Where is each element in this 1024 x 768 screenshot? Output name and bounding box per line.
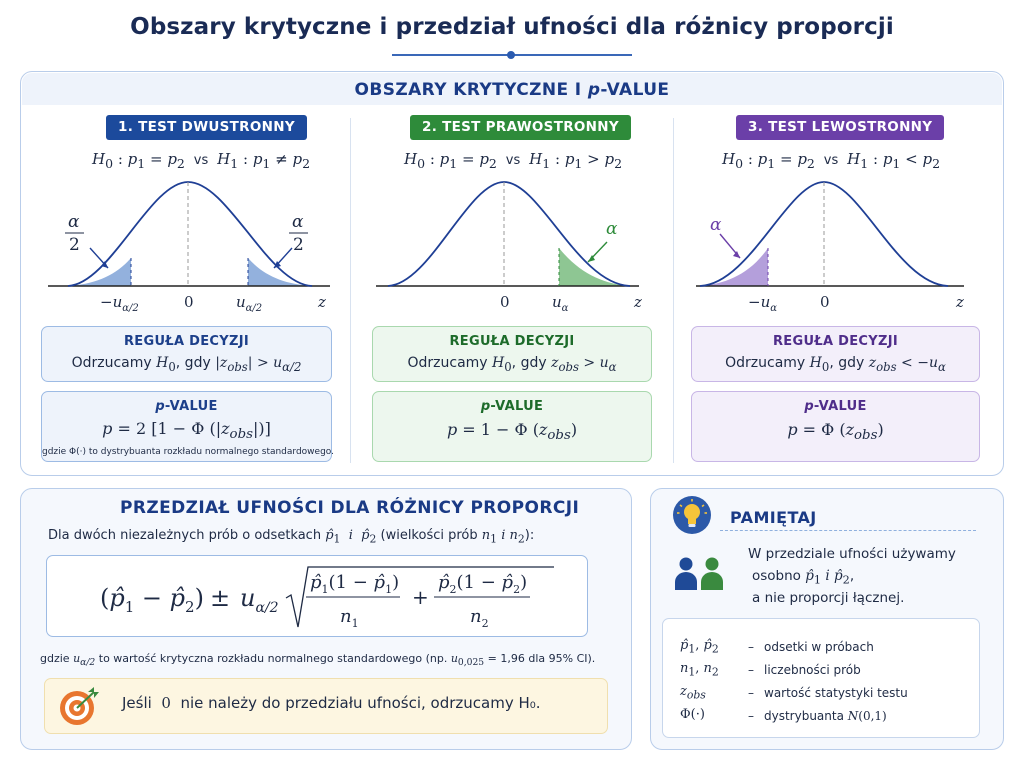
p-value-formula: p = 2 [1 − Φ (|zobs|)]	[102, 419, 271, 443]
normal-curve	[67, 181, 313, 287]
axis-label-z: z	[633, 293, 642, 311]
legend-dash: –	[748, 686, 754, 700]
ci-conclusion-text: Jeśli 0 nie należy do przedziału ufności…	[122, 694, 541, 712]
ci-note: gdzie uα/2 to wartość krytyczna rozkładu…	[40, 652, 596, 669]
hypothesis-two-sided: H0 : p1 = p2 vs H1 : p1 ≠ p2	[92, 150, 311, 171]
badge-two-sided: 1. TEST DWUSTRONNY	[106, 115, 307, 140]
remember-title: PAMIĘTAJ	[730, 508, 817, 527]
axis-label-z: z	[317, 293, 326, 311]
tick-label-left: −uα/2	[100, 293, 139, 314]
ci-formula-diff: (p̂1 − p̂2)	[100, 584, 204, 616]
target-icon	[60, 687, 99, 725]
chart-left-sided: α −uα 0 z	[696, 181, 964, 314]
tail-area-left	[68, 258, 131, 286]
badge-left-sided: 3. TEST LEWOSTRONNY	[736, 115, 945, 140]
svg-text:α: α	[68, 212, 80, 232]
ci-formula-sqrt	[285, 566, 554, 628]
ci-formula-den1: n1	[340, 606, 359, 630]
legend-symbol: Φ(·)	[680, 707, 705, 722]
badge-right-sided: 2. TEST PRAWOSTRONNY	[410, 115, 631, 140]
legend-symbol: n1, n2	[680, 661, 719, 679]
chart-right-sided: α 0 uα z	[376, 181, 642, 314]
decision-rule-text: Odrzucamy H0, gdy |zobs| > uα/2	[71, 355, 302, 374]
legend-description: dystrybuanta N(0,1)	[764, 709, 887, 723]
legend-dash: –	[748, 640, 754, 654]
axis-label-z: z	[955, 293, 964, 311]
title-divider-dot	[507, 51, 515, 59]
remember-divider	[720, 530, 976, 531]
ci-intro: Dla dwóch niezależnych prób o odsetkach …	[48, 528, 535, 546]
legend-symbol: p̂1, p̂2	[680, 638, 719, 656]
p-value-box-right-sided: p-VALUE p = 1 − Φ (zobs)	[372, 391, 652, 462]
critical-regions-title: OBSZARY KRYTYCZNE I p-VALUE	[354, 80, 670, 100]
ci-formula-num2: p̂2(1 − p̂2)	[438, 572, 527, 596]
legend-box	[662, 618, 980, 738]
alpha-half-label-right: α2	[289, 212, 308, 255]
ci-formula-num1: p̂1(1 − p̂1)	[310, 572, 399, 596]
chart-two-sided: α2 α2 −uα/2 0 uα/2 z	[48, 181, 330, 314]
tick-label-right: uα	[552, 293, 569, 314]
legend-dash: –	[748, 663, 754, 677]
legend-dash: –	[748, 709, 754, 723]
tick-label-zero: 0	[500, 293, 510, 311]
page-title: Obszary krytyczne i przedział ufności dl…	[130, 14, 894, 40]
p-value-box-left-sided: p-VALUE p = Φ (zobs)	[691, 391, 980, 462]
ci-formula: (p̂1 − p̂2) ± uα/2 p̂1(1 − p̂1) n1 + p̂2…	[100, 566, 554, 630]
tail-area-right	[248, 258, 312, 286]
normal-curve	[387, 181, 631, 287]
ci-formula-pm: ±	[210, 584, 230, 612]
decision-rule-text: Odrzucamy H0, gdy zobs > uα	[407, 355, 617, 374]
lightbulb-icon	[673, 496, 711, 534]
decision-rule-title: REGUŁA DECYZJI	[773, 334, 898, 349]
decision-rule-title: REGUŁA DECYZJI	[124, 334, 249, 349]
remember-line-3: a nie proporcji łącznej.	[752, 590, 905, 606]
tick-label-zero: 0	[184, 293, 194, 311]
tick-label-zero: 0	[820, 293, 830, 311]
p-value-formula: p = Φ (zobs)	[787, 420, 884, 444]
hypothesis-right-sided: H0 : p1 = p2 vs H1 : p1 > p2	[404, 150, 623, 171]
p-value-formula: p = 1 − Φ (zobs)	[446, 420, 578, 444]
legend-description: liczebności prób	[764, 663, 861, 677]
p-value-title: p-VALUE	[155, 399, 218, 414]
column-divider	[673, 118, 674, 463]
alpha-label: α	[606, 219, 618, 239]
svg-text:α: α	[292, 212, 304, 232]
ci-formula-plus: +	[412, 585, 429, 609]
tick-label-right: uα/2	[236, 293, 262, 314]
alpha-label: α	[710, 215, 722, 235]
ci-formula-den2: n2	[470, 606, 489, 630]
decision-rule-title: REGUŁA DECYZJI	[449, 334, 575, 349]
legend-symbol: zobs	[680, 684, 706, 702]
remember-line-2: osobno p̂1 i p̂2,	[752, 568, 855, 587]
tail-area-right	[559, 248, 630, 286]
ci-conclusion-box	[44, 678, 608, 734]
svg-text:2: 2	[69, 235, 80, 255]
ci-formula-u: uα/2	[240, 584, 279, 616]
column-divider	[350, 118, 351, 463]
p-value-note: gdzie Φ(·) to dystrybuanta rozkładu norm…	[42, 447, 334, 457]
decision-rule-box-right-sided: REGUŁA DECYZJI Odrzucamy H0, gdy zobs > …	[372, 326, 652, 382]
ci-title: PRZEDZIAŁ UFNOŚCI DLA RÓŻNICY PROPORCJI	[120, 498, 580, 518]
people-icon	[675, 557, 723, 590]
p-value-box-two-sided: p-VALUE p = 2 [1 − Φ (|zobs|)] gdzie Φ(·…	[41, 391, 334, 462]
svg-text:2: 2	[293, 235, 304, 255]
legend-description: odsetki w próbach	[764, 640, 874, 654]
critical-regions-header-band	[22, 73, 1002, 105]
ci-formula-box	[46, 555, 588, 637]
decision-rule-box-left-sided: REGUŁA DECYZJI Odrzucamy H0, gdy zobs < …	[691, 326, 980, 382]
tail-area-left	[700, 248, 768, 286]
decision-rule-text: Odrzucamy H0, gdy zobs < −uα	[725, 355, 946, 374]
legend-description: wartość statystyki testu	[764, 686, 908, 700]
p-value-title: p-VALUE	[804, 399, 867, 414]
hypothesis-left-sided: H0 : p1 = p2 vs H1 : p1 < p2	[722, 150, 941, 171]
tick-label-left: −uα	[748, 293, 777, 314]
remember-line-1: W przedziale ufności używamy	[748, 546, 956, 562]
p-value-title: p-VALUE	[480, 399, 544, 414]
decision-rule-box-two-sided: REGUŁA DECYZJI Odrzucamy H0, gdy |zobs| …	[41, 326, 332, 382]
alpha-half-label-left: α2	[65, 212, 84, 255]
